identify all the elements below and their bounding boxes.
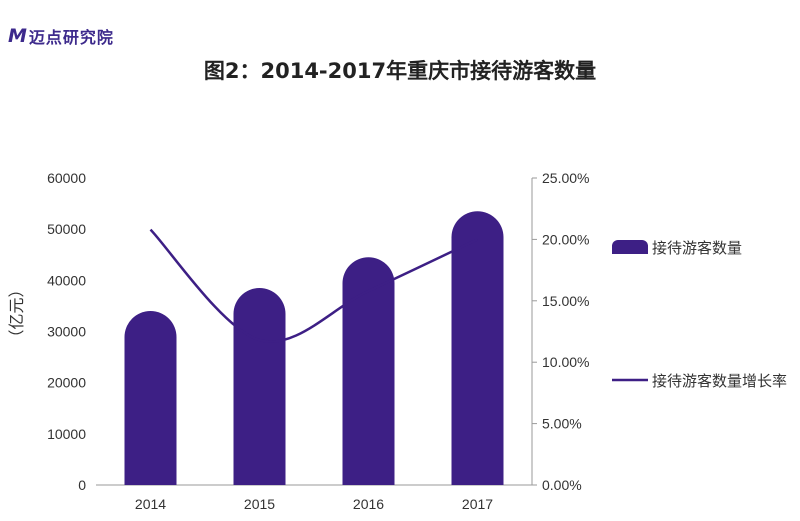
x-tick-label: 2017 [462,496,493,512]
y-tick-label: 40000 [47,272,86,288]
y-axis-label: （亿元） [7,281,26,345]
legend-item-line: 接待游客数量增长率 [612,372,787,390]
y2-tick-label: 0.00% [542,477,582,493]
y2-tick-label: 20.00% [542,231,589,247]
y-tick-label: 30000 [47,324,86,340]
x-tick-label: 2014 [135,496,166,512]
y-tick-label: 20000 [47,375,86,391]
chart-title: 图2：2014-2017年重庆市接待游客数量 [203,59,597,83]
bar-2017 [451,211,504,485]
axis-ticks: 0 10000 20000 30000 40000 50000 60000 0.00% 5.00… [7,170,589,512]
bar-2016 [342,257,395,485]
growth-rate-line [149,228,479,343]
bar-2015 [233,288,286,485]
y2-tick-label: 10.00% [542,354,589,370]
legend-item-bar: 接待游客数量 [612,239,742,257]
legend-swatch-bar [612,240,648,254]
y2-tick-label: 25.00% [542,170,589,186]
bar-2014 [124,311,177,485]
line-series [149,228,479,343]
legend-label-bar: 接待游客数量 [652,239,742,257]
x-tick-label: 2016 [353,496,384,512]
logo-mark: M [8,25,27,47]
y2-tick-label: 15.00% [542,293,589,309]
legend-label-line: 接待游客数量增长率 [652,372,787,390]
y-tick-label: 10000 [47,426,86,442]
y2-tick-label: 5.00% [542,416,582,432]
y-tick-label: 0 [78,477,86,493]
x-tick-label: 2015 [244,496,275,512]
y-tick-label: 50000 [47,221,86,237]
bar-series [124,211,504,485]
logo-text: 迈点研究院 [28,28,114,47]
logo: M 迈点研究院 [8,24,114,48]
y-tick-label: 60000 [47,170,86,186]
